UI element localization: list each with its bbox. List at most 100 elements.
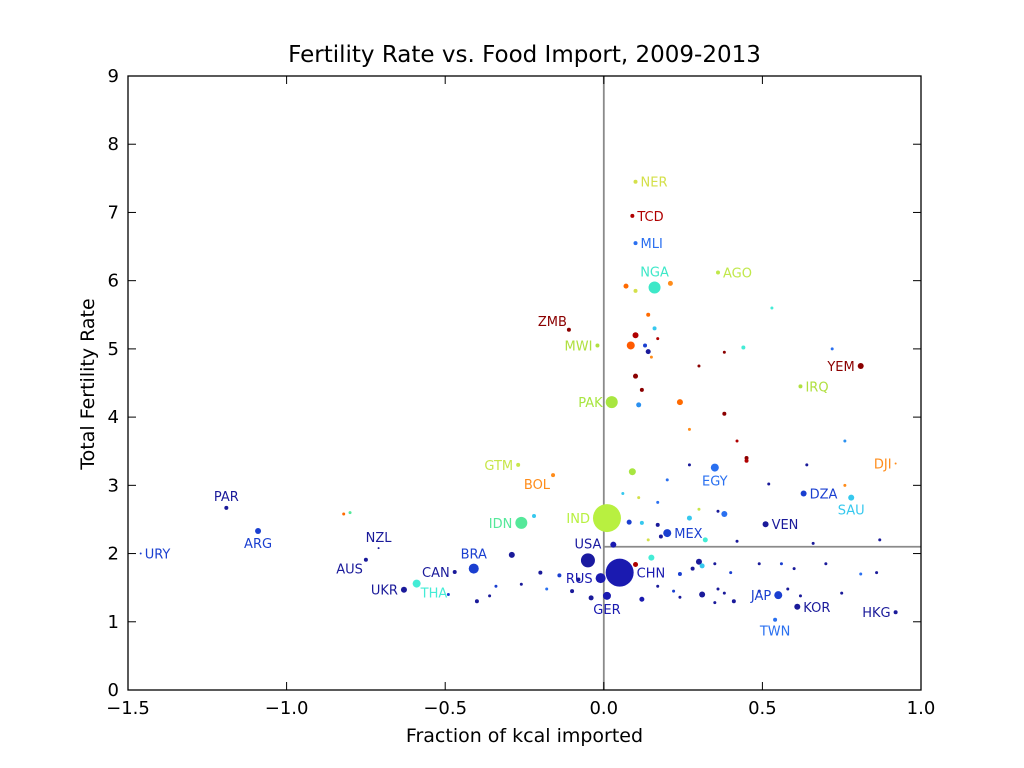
data-point xyxy=(628,468,636,476)
x-tick-label: −1.5 xyxy=(106,698,150,719)
data-point xyxy=(713,562,717,566)
data-point xyxy=(721,510,728,517)
data-point-aus xyxy=(363,557,368,562)
data-point xyxy=(779,562,783,566)
data-point xyxy=(722,411,727,416)
data-point-rus xyxy=(595,573,606,584)
point-label-aus: AUS xyxy=(336,563,363,578)
data-point xyxy=(610,541,617,548)
point-label-ven: VEN xyxy=(772,518,799,533)
data-point xyxy=(729,571,733,575)
data-point xyxy=(697,507,701,511)
data-point xyxy=(633,288,638,293)
y-tick-label: 2 xyxy=(108,544,119,565)
data-point xyxy=(652,326,657,331)
point-label-dji: DJI xyxy=(874,458,892,473)
data-point-ind xyxy=(592,504,621,533)
data-points xyxy=(139,179,898,622)
data-point xyxy=(697,364,701,368)
y-tick-label: 5 xyxy=(108,339,119,360)
data-point-yem xyxy=(857,362,864,369)
data-point xyxy=(646,312,651,317)
y-tick-label: 8 xyxy=(108,134,119,155)
data-point xyxy=(656,584,660,588)
data-point xyxy=(672,589,676,593)
y-tick-label: 1 xyxy=(108,612,119,633)
data-point xyxy=(722,350,726,354)
data-point xyxy=(735,539,739,543)
data-point xyxy=(626,519,632,525)
y-tick-label: 0 xyxy=(108,680,119,701)
data-point-idn xyxy=(515,516,528,529)
data-point xyxy=(637,496,641,500)
data-point-chn xyxy=(605,558,634,587)
data-point xyxy=(687,427,691,431)
data-point-nga xyxy=(648,281,661,294)
point-label-gtm: GTM xyxy=(484,459,513,474)
data-point-ury xyxy=(139,552,142,555)
data-point-ago xyxy=(715,270,720,275)
point-label-usa: USA xyxy=(574,537,601,552)
data-point xyxy=(770,306,774,310)
data-point-mwi xyxy=(595,343,600,348)
point-label-idn: IDN xyxy=(489,517,513,532)
point-label-par: PAR xyxy=(214,490,239,505)
data-point xyxy=(830,347,834,351)
data-point-usa xyxy=(580,553,595,568)
data-point-mli xyxy=(633,241,638,246)
data-point xyxy=(570,589,575,594)
data-point xyxy=(767,482,771,486)
data-point-ner xyxy=(633,179,638,184)
point-label-nzl: NZL xyxy=(366,531,393,546)
point-label-yem: YEM xyxy=(826,360,854,375)
point-label-ago: AGO xyxy=(723,266,752,281)
data-point xyxy=(636,402,642,408)
point-label-ind: IND xyxy=(566,512,590,527)
data-point xyxy=(792,567,796,571)
data-point xyxy=(716,587,720,591)
data-point xyxy=(731,599,736,604)
point-label-kor: KOR xyxy=(803,601,830,616)
point-label-rus: RUS xyxy=(566,572,593,587)
data-point xyxy=(656,500,660,504)
point-label-bol: BOL xyxy=(524,478,551,493)
data-point xyxy=(639,387,644,392)
data-point-par xyxy=(224,505,229,510)
point-label-can: CAN xyxy=(422,566,450,581)
data-point xyxy=(716,509,720,513)
x-tick-label: 0.0 xyxy=(589,698,618,719)
data-point xyxy=(859,572,863,576)
data-point xyxy=(474,599,479,604)
point-label-arg: ARG xyxy=(244,537,272,552)
data-point xyxy=(639,520,644,525)
data-point xyxy=(677,572,682,577)
x-tick-label: −1.0 xyxy=(265,698,309,719)
data-point xyxy=(735,439,739,443)
point-label-zmb: ZMB xyxy=(538,315,567,330)
point-label-dza: DZA xyxy=(810,488,838,503)
point-label-hkg: HKG xyxy=(862,606,890,621)
data-point-can xyxy=(452,569,457,574)
data-point xyxy=(757,562,761,566)
data-point xyxy=(722,591,726,595)
data-point xyxy=(798,594,802,598)
data-point-jap xyxy=(774,591,783,600)
data-point-arg xyxy=(255,528,262,535)
point-label-bra: BRA xyxy=(461,548,487,563)
data-point-dza xyxy=(800,490,807,497)
data-point xyxy=(658,534,663,539)
x-tick-label: 1.0 xyxy=(907,698,936,719)
data-point-ven xyxy=(762,521,769,528)
data-point xyxy=(699,563,705,569)
y-tick-label: 4 xyxy=(108,407,119,428)
axes-frame xyxy=(127,75,922,691)
data-point xyxy=(843,483,847,487)
reference-lines xyxy=(602,76,921,690)
x-tick-label: −0.5 xyxy=(423,698,467,719)
data-point xyxy=(545,587,549,591)
x-axis-label: Fraction of kcal imported xyxy=(405,725,644,747)
point-label-jap: JAP xyxy=(750,589,771,604)
point-labels: NER TCD MLI NGA AGO ZMB MWI YEM IRQ PAK GTM DJI EGY B… xyxy=(145,176,892,640)
data-point xyxy=(643,343,648,348)
